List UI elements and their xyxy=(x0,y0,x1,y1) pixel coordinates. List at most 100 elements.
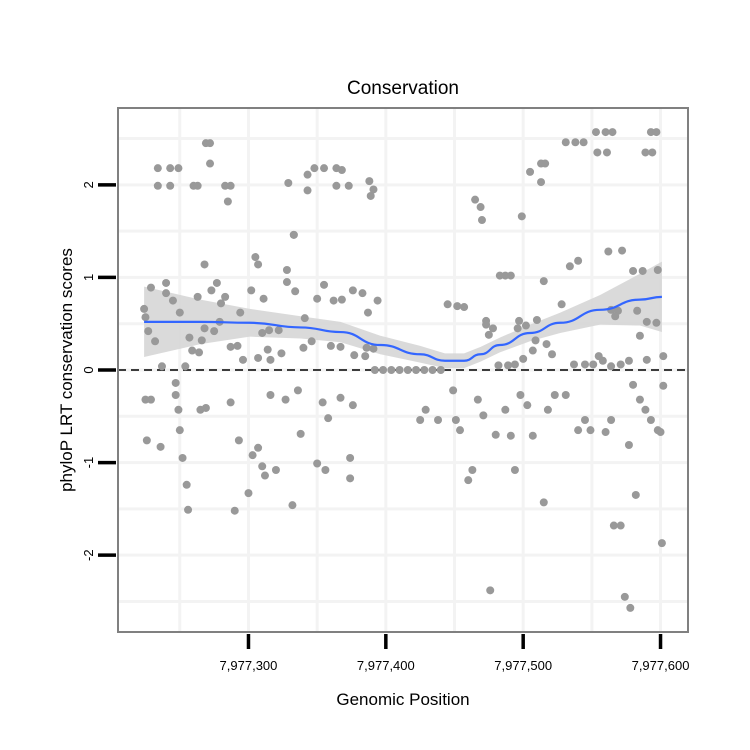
smooth-line xyxy=(144,295,662,362)
data-point xyxy=(201,403,210,412)
data-point xyxy=(346,474,355,483)
data-point xyxy=(181,362,190,371)
data-point xyxy=(607,415,616,424)
data-point xyxy=(370,366,379,374)
data-point xyxy=(510,360,519,369)
data-point xyxy=(528,346,537,355)
data-point xyxy=(350,351,359,360)
data-point xyxy=(451,415,460,424)
data-point xyxy=(436,366,445,374)
data-point xyxy=(539,277,548,286)
data-point xyxy=(296,429,305,438)
data-point xyxy=(659,352,668,361)
data-point xyxy=(300,314,309,323)
data-point xyxy=(207,286,216,295)
data-point xyxy=(313,459,322,468)
data-point xyxy=(313,294,322,303)
data-point xyxy=(652,128,661,137)
data-point xyxy=(324,414,333,423)
data-point xyxy=(611,312,620,321)
data-point xyxy=(162,289,171,298)
data-point xyxy=(598,356,607,365)
data-point xyxy=(140,304,149,313)
data-point xyxy=(642,355,651,364)
panel-border xyxy=(117,107,689,633)
data-point xyxy=(346,453,355,462)
data-point xyxy=(277,349,286,358)
data-point xyxy=(624,356,633,365)
data-point xyxy=(293,386,302,395)
data-point xyxy=(574,426,583,435)
data-point xyxy=(516,390,525,399)
data-point xyxy=(144,327,153,336)
chart-title: Conservation xyxy=(347,78,459,99)
data-point xyxy=(332,181,341,190)
data-point xyxy=(641,148,650,157)
data-point xyxy=(141,395,150,404)
data-point xyxy=(531,336,540,345)
data-point xyxy=(484,330,493,339)
data-point xyxy=(365,177,374,186)
data-point xyxy=(258,328,267,337)
data-point xyxy=(539,498,548,507)
data-point xyxy=(258,462,267,471)
data-point xyxy=(185,333,194,342)
data-point xyxy=(652,318,661,327)
data-point xyxy=(260,471,269,480)
data-point xyxy=(473,395,482,404)
data-point xyxy=(248,451,257,460)
data-points xyxy=(140,128,668,612)
data-point xyxy=(336,342,345,351)
data-point xyxy=(288,501,297,510)
data-point xyxy=(561,138,570,147)
data-point xyxy=(532,316,541,325)
data-point xyxy=(337,295,346,304)
data-point xyxy=(421,405,430,414)
data-point xyxy=(226,342,235,351)
data-point xyxy=(141,313,150,322)
data-point xyxy=(635,395,644,404)
data-point xyxy=(369,185,378,194)
data-point xyxy=(633,306,642,315)
data-point xyxy=(607,362,616,371)
data-point xyxy=(537,178,546,187)
data-point xyxy=(412,366,421,374)
data-point xyxy=(620,592,629,601)
confidence-band xyxy=(144,261,662,369)
data-point xyxy=(495,271,504,280)
data-point xyxy=(602,148,611,157)
y-tick-label: 0 xyxy=(81,366,96,373)
data-point xyxy=(212,278,221,287)
data-point xyxy=(635,331,644,340)
data-point xyxy=(646,128,655,137)
data-point xyxy=(284,178,293,187)
data-point xyxy=(515,316,524,325)
data-point xyxy=(259,294,268,303)
data-point xyxy=(184,505,193,514)
data-point xyxy=(513,324,522,333)
data-point xyxy=(146,395,155,404)
data-point xyxy=(233,341,242,350)
data-point xyxy=(656,428,665,437)
data-point xyxy=(659,381,668,390)
data-point xyxy=(601,428,610,437)
data-point xyxy=(157,362,166,371)
data-point xyxy=(174,164,183,173)
data-point xyxy=(197,336,206,345)
data-point xyxy=(320,280,329,289)
data-point xyxy=(491,430,500,439)
data-point xyxy=(266,390,275,399)
data-point xyxy=(646,415,655,424)
data-point xyxy=(230,506,239,515)
data-point xyxy=(486,586,495,595)
data-point xyxy=(221,181,230,190)
data-point xyxy=(193,292,202,301)
data-point xyxy=(265,326,274,335)
data-point xyxy=(609,521,618,530)
data-point xyxy=(234,436,243,445)
data-point xyxy=(171,378,180,387)
data-point xyxy=(548,350,557,359)
data-point xyxy=(156,442,165,451)
data-point xyxy=(200,324,209,333)
